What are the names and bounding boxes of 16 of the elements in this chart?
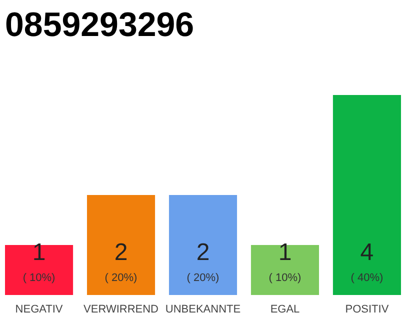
x-tick-label: NEGATIV — [15, 304, 64, 316]
x-tick-label: POSITIV — [345, 304, 390, 316]
annotation: ( 10%) — [268, 272, 302, 284]
x-tick-label: UNBEKANNTE — [165, 304, 241, 316]
x-tick-label: VERWIRREND — [84, 304, 159, 316]
annotation: ( 10%) — [22, 272, 56, 284]
data-label: 4 — [360, 239, 374, 266]
chart-title: 0859293296 — [5, 6, 194, 44]
x-tick-label: EGAL — [270, 304, 300, 316]
data-label: 1 — [278, 239, 292, 266]
data-label: 2 — [114, 239, 128, 266]
annotation: ( 20%) — [186, 272, 220, 284]
annotation: ( 40%) — [350, 272, 384, 284]
data-label: 1 — [32, 239, 46, 266]
annotation: ( 20%) — [104, 272, 138, 284]
data-label: 2 — [196, 239, 210, 266]
